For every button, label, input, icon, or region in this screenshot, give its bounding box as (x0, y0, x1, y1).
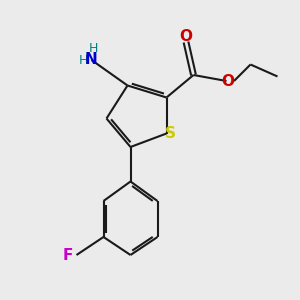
Text: N: N (85, 52, 98, 68)
Text: O: O (179, 28, 193, 44)
Text: O: O (221, 74, 235, 88)
Text: F: F (62, 248, 73, 262)
Text: S: S (165, 126, 176, 141)
Text: H: H (88, 42, 98, 55)
Text: H: H (79, 53, 88, 67)
